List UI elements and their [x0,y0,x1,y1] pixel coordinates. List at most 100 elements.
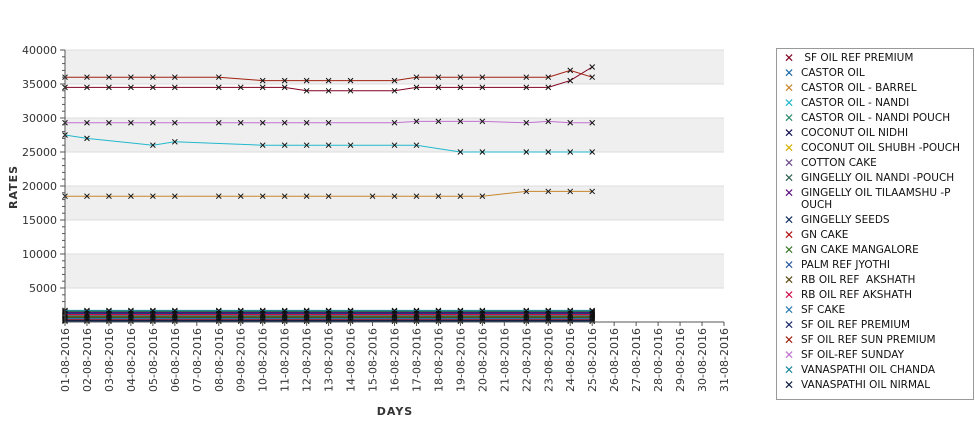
grid-band [65,254,724,288]
data-point [128,119,134,126]
data-point [128,74,134,81]
legend-marker-icon: ✕ [783,318,795,332]
data-point [325,77,332,84]
legend-marker-icon: ✕ [783,51,795,65]
data-point [523,119,530,126]
legend-marker-icon: ✕ [783,96,795,110]
legend-label: SF CAKE [801,304,846,316]
data-point [413,193,420,200]
x-tick-label: 13-08-2016 [323,328,336,392]
legend-item: ✕ GN CAKE MANGALORE [781,244,973,256]
data-point [479,193,486,200]
data-point [545,74,552,81]
series [62,307,596,314]
legend-item: ✕ RB OIL REF AKSHATH [781,274,973,286]
y-tick-label: 15000 [22,214,57,227]
legend-marker-icon: ✕ [783,243,795,257]
x-tick-label: 04-08-2016 [125,328,138,392]
data-point [171,138,178,145]
y-tick-label: 10000 [22,248,57,261]
x-tick-label: 02-08-2016 [81,328,94,392]
data-point [215,193,222,200]
data-point [259,307,266,314]
series [62,188,596,200]
data-point [325,307,332,314]
legend-label: SF OIL-REF SUNDAY [801,349,905,361]
legend-marker-icon: ✕ [783,273,795,287]
data-point [84,135,90,142]
x-tick-label: 25-08-2016 [586,328,599,392]
data-point [171,84,178,91]
x-tick-label: 24-08-2016 [564,328,577,392]
data-point [567,77,574,84]
legend-item: ✕ SF OIL REF PREMIUM [781,52,973,64]
data-point [215,84,222,91]
legend-marker-icon: ✕ [783,171,795,185]
data-point [303,307,310,314]
data-point [435,118,442,125]
legend-marker-icon: ✕ [783,213,795,227]
x-tick-label: 06-08-2016 [169,328,182,392]
data-point [128,193,134,200]
data-point [479,149,486,155]
y-tick-label: 30000 [22,112,57,125]
data-point [259,119,266,126]
data-point [259,142,266,149]
data-point [281,119,288,126]
x-tick-label: 22-08-2016 [520,328,533,392]
legend-label: GINGELLY SEEDS [801,214,890,226]
legend-marker-icon: ✕ [783,126,795,140]
legend-item: ✕ VANASPATHI OIL CHANDA [781,364,973,376]
x-axis-ticks: 01-08-2016 02-08-2016 03-08-2016 04-08-2016… [59,322,731,392]
legend-item: ✕ SF CAKE [781,304,973,316]
y-tick-label: 25000 [22,146,57,159]
legend-item: ✕ CASTOR OIL [781,67,973,79]
series-line [65,190,593,197]
data-point [84,84,90,91]
data-point [413,118,420,125]
data-point [457,118,464,125]
data-point [237,84,244,91]
y-tick-label: 40000 [22,44,57,57]
legend-item: ✕ SF OIL REF SUN PREMIUM [781,334,973,346]
data-point [106,74,112,81]
data-point [457,307,464,314]
x-tick-label: 09-08-2016 [235,328,248,392]
data-point [545,84,552,91]
legend-label: COTTON CAKE [801,157,877,169]
data-point [128,84,134,91]
legend-label: PALM REF JYOTHI [801,259,891,271]
data-point [435,74,442,81]
x-tick-label: 08-08-2016 [213,328,226,392]
legend-label: SF OIL REF PREMIUM [801,52,914,64]
x-tick-label: 14-08-2016 [345,328,358,392]
legend-item: ✕ GN CAKE [781,229,973,241]
data-point [259,77,266,84]
data-point [303,142,310,149]
data-point [567,119,574,126]
data-point [457,74,464,81]
x-tick-label: 03-08-2016 [103,328,116,392]
legend-marker-icon: ✕ [783,303,795,317]
data-point [171,74,178,81]
data-point [545,307,552,314]
series [62,132,596,155]
data-point [150,142,156,149]
data-point [281,193,288,200]
legend-label: SF OIL REF SUN PREMIUM [801,334,936,346]
x-tick-label: 07-08-2016 [191,328,204,392]
legend-label: VANASPATHI OIL NIRMAL [801,379,931,391]
data-point [413,74,420,81]
legend-marker-icon: ✕ [783,228,795,242]
legend-label: CASTOR OIL - BARREL [801,82,917,94]
data-point [171,119,178,126]
legend-item: ✕ COCONUT OIL NIDHI [781,127,973,139]
data-point [391,142,398,149]
data-point [303,119,310,126]
x-tick-label: 16-08-2016 [389,328,402,392]
data-point [391,307,398,314]
legend-marker-icon: ✕ [783,111,795,125]
data-point [391,87,398,94]
grid-band [65,50,724,84]
data-point [369,193,376,200]
